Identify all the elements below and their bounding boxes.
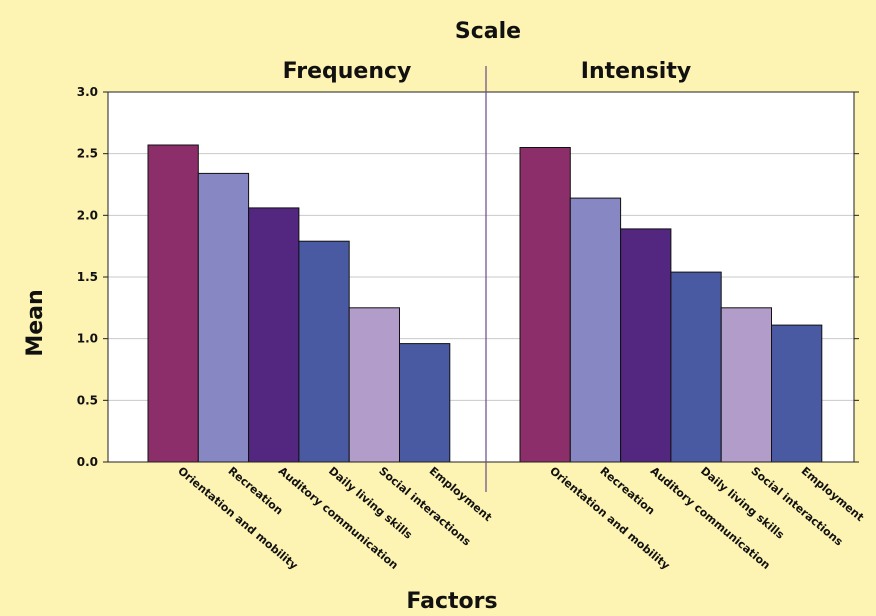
y-axis-label: Mean — [23, 289, 48, 356]
y-tick-label: 0.0 — [77, 455, 98, 469]
category-labels: Orientation and mobilityRecreationAudito… — [175, 464, 866, 572]
bar-frequency-auditory-communication — [248, 207, 300, 463]
bar-frequency-recreation — [197, 172, 250, 463]
chart-title: Scale — [455, 19, 521, 44]
bars — [147, 144, 823, 463]
bar-intensity-auditory-communication — [620, 228, 672, 463]
bar-frequency-daily-living-skills — [298, 240, 350, 463]
bar-intensity-orientation-and-mobility — [519, 147, 571, 463]
bar-intensity-social-interactions — [720, 307, 773, 463]
panel-title-frequency: Frequency — [283, 59, 412, 84]
bar-frequency-employment — [399, 343, 451, 463]
panel-title-intensity: Intensity — [581, 59, 691, 84]
y-axis-ticks: 0.0 0.5 1.0 1.5 2.0 2.5 3.0 — [77, 85, 859, 469]
bar-frequency-orientation-and-mobility — [147, 144, 199, 463]
y-tick-label: 0.5 — [77, 393, 98, 407]
y-tick-label: 2.5 — [77, 147, 98, 161]
x-tick-label-frequency: Daily living skills — [326, 464, 415, 542]
bar-frequency-social-interactions — [348, 307, 401, 463]
y-tick-label: 2.0 — [77, 208, 98, 222]
x-tick-label-intensity: Daily living skills — [698, 464, 787, 542]
x-axis-label: Factors — [406, 589, 497, 614]
y-tick-label: 3.0 — [77, 85, 98, 99]
bar-intensity-recreation — [569, 197, 622, 463]
y-tick-label: 1.5 — [77, 270, 98, 284]
bar-intensity-employment — [771, 324, 823, 463]
x-tick-label-intensity: Social interactions — [748, 464, 845, 548]
bar-intensity-daily-living-skills — [670, 271, 722, 463]
x-tick-label-frequency: Social interactions — [376, 464, 473, 548]
y-tick-label: 1.0 — [77, 332, 98, 346]
